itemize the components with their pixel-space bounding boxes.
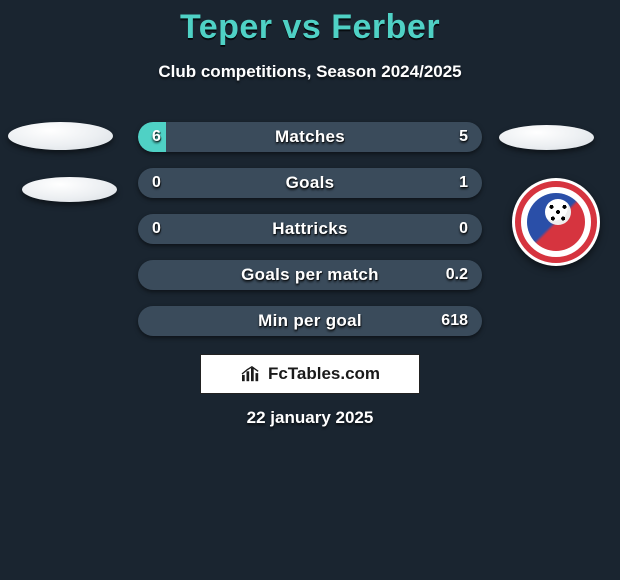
stat-row: Min per goal618	[138, 306, 482, 336]
stat-value-right: 0.2	[446, 260, 468, 290]
player-left-photo-2	[22, 177, 117, 202]
stat-value-left: 0	[152, 214, 161, 244]
comparison-card: Teper vs Ferber Club competitions, Seaso…	[0, 0, 620, 580]
stat-value-left: 6	[152, 122, 161, 152]
stat-label: Hattricks	[138, 214, 482, 244]
stat-label: Min per goal	[138, 306, 482, 336]
stats-container: Matches65Goals01Hattricks00Goals per mat…	[138, 122, 482, 352]
stat-value-right: 5	[459, 122, 468, 152]
stat-label: Goals	[138, 168, 482, 198]
player-right-photo-1	[499, 125, 594, 150]
stat-row: Matches6 5	[138, 122, 482, 152]
stat-value-right: 1	[459, 168, 468, 198]
stat-label: Matches	[138, 122, 482, 152]
brand-text: FcTables.com	[268, 364, 380, 384]
stat-value-left: 0	[152, 168, 161, 198]
stat-value-right: 0	[459, 214, 468, 244]
page-title: Teper vs Ferber	[0, 8, 620, 47]
stat-row: Goals0 1	[138, 168, 482, 198]
stat-row: Goals per match0.2	[138, 260, 482, 290]
brand-box: FcTables.com	[200, 354, 420, 394]
stat-label: Goals per match	[138, 260, 482, 290]
player-left-photo-1	[8, 122, 113, 150]
date-text: 22 january 2025	[0, 408, 620, 428]
subtitle: Club competitions, Season 2024/2025	[0, 62, 620, 82]
stat-value-right: 618	[441, 306, 468, 336]
stat-row: Hattricks0 0	[138, 214, 482, 244]
club-badge-right	[512, 178, 600, 266]
bar-chart-icon	[240, 365, 262, 383]
